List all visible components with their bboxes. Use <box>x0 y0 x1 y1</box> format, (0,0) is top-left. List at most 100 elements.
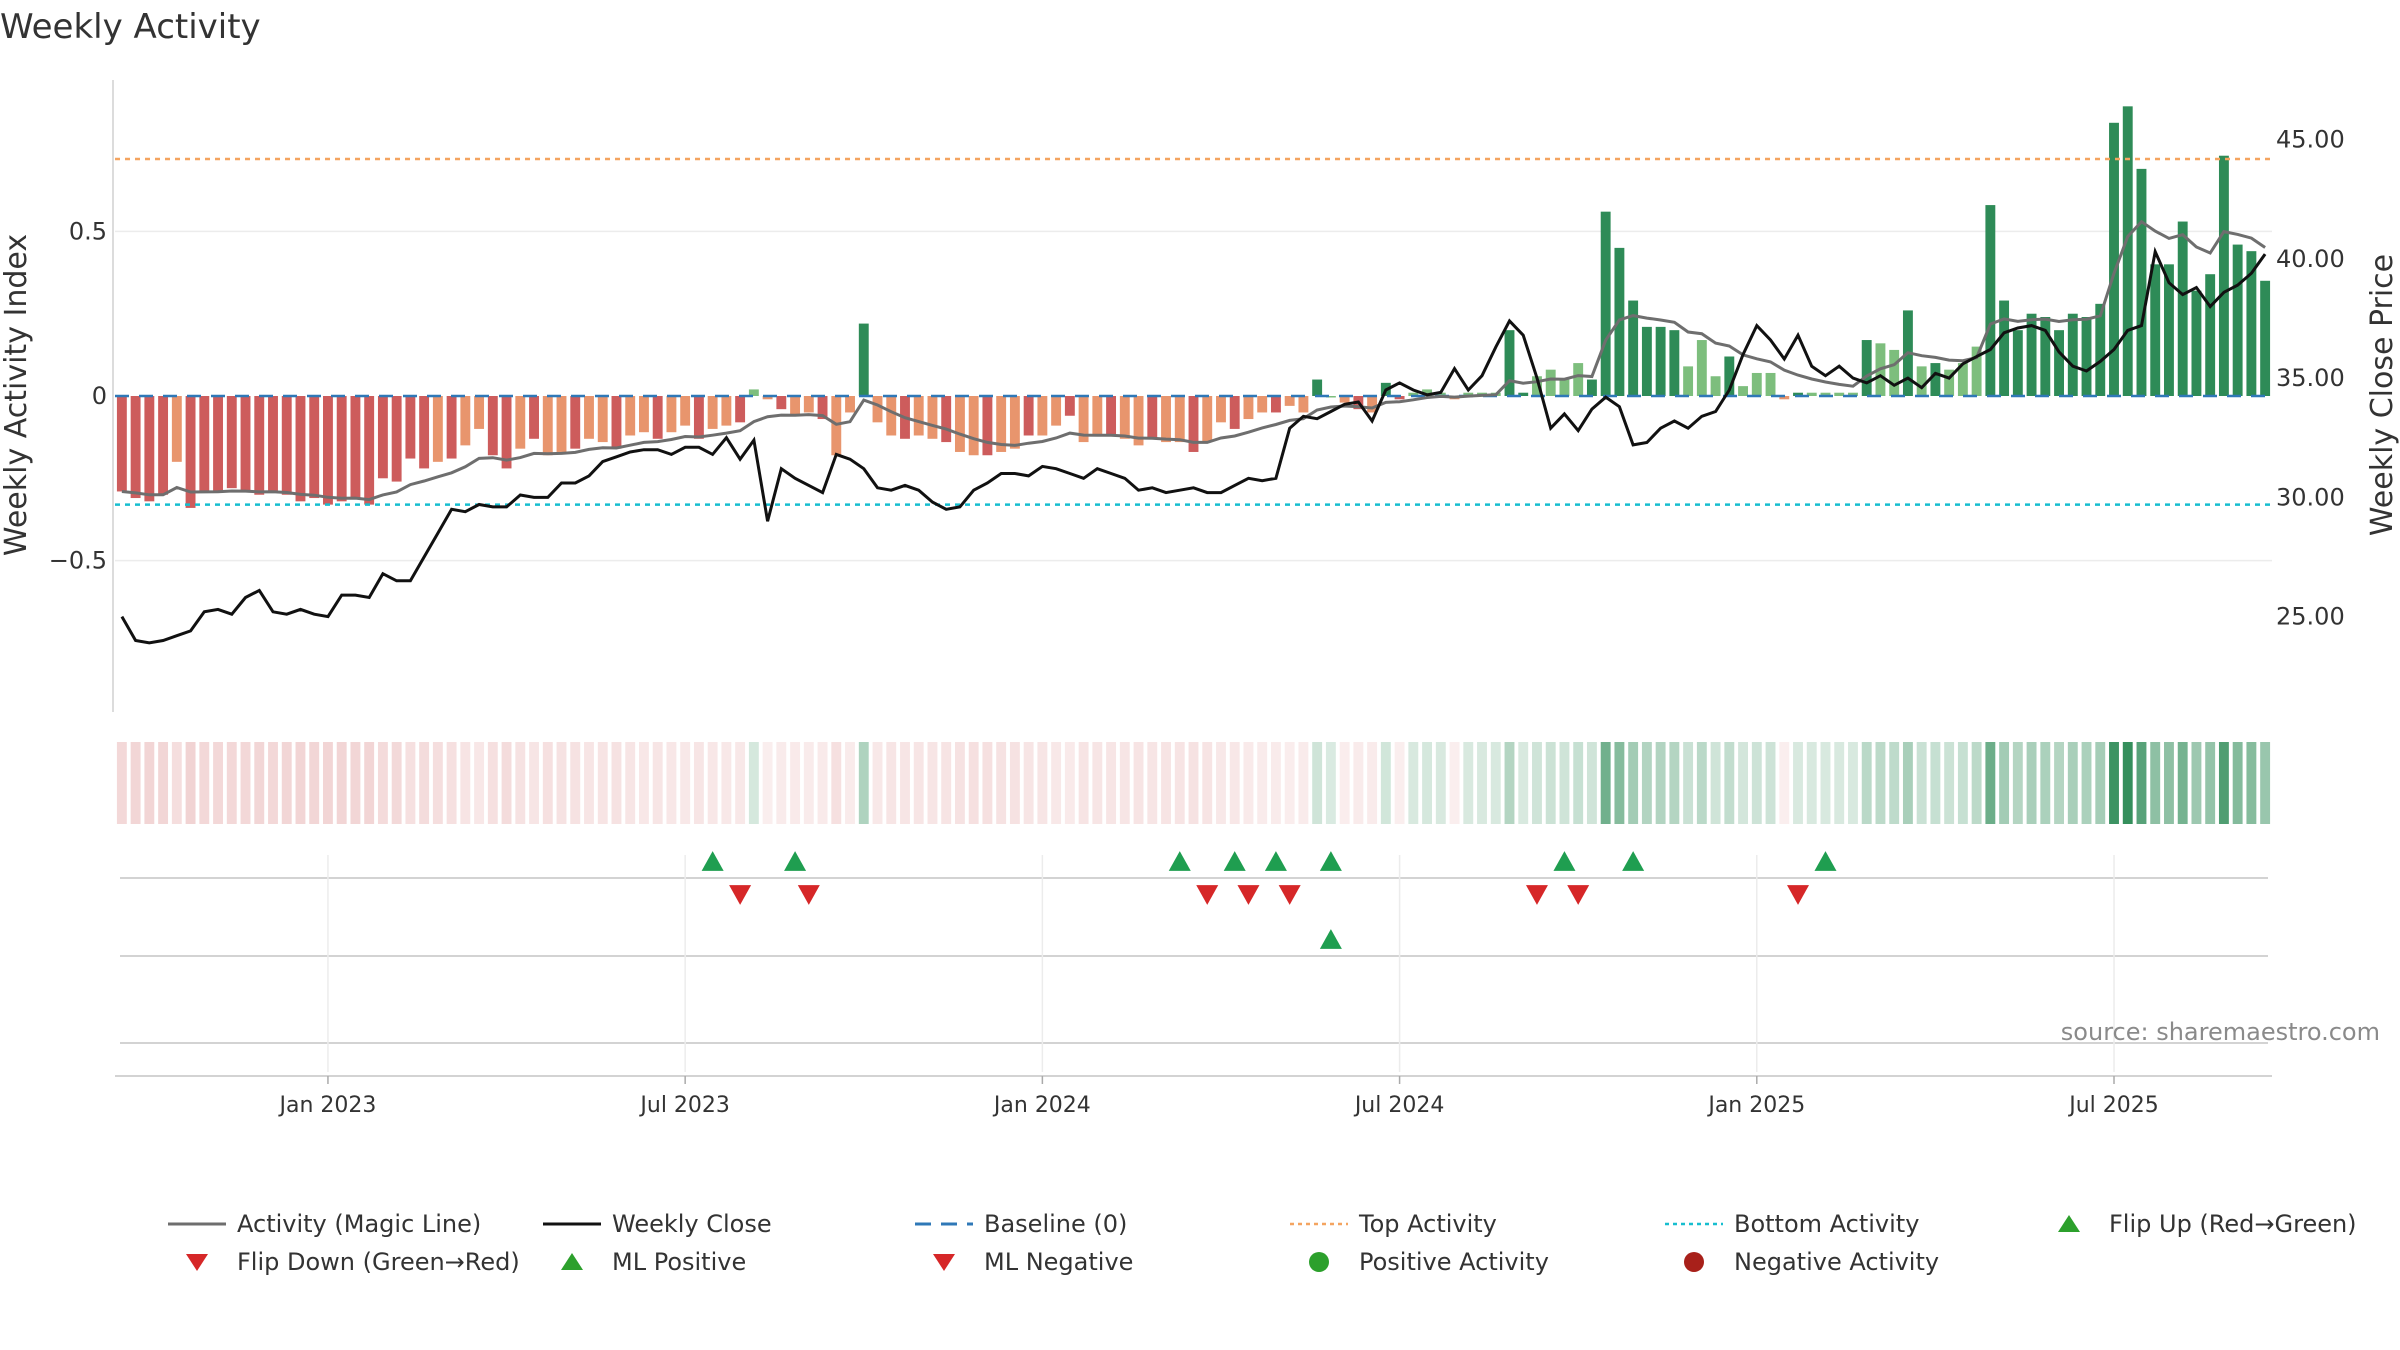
heat-cell <box>1504 742 1515 824</box>
activity-bar <box>240 396 251 492</box>
heat-cell <box>2246 742 2257 824</box>
heat-cell <box>144 742 155 824</box>
heat-cell <box>1779 742 1790 824</box>
heat-cell <box>2260 742 2271 824</box>
heat-cell <box>2191 742 2202 824</box>
activity-bar <box>515 396 526 449</box>
heat-cell <box>900 742 910 824</box>
heat-cell <box>707 742 718 824</box>
legend-swatch <box>186 1254 208 1271</box>
activity-bar <box>886 396 897 436</box>
activity-bar <box>130 396 141 499</box>
heat-cell <box>460 742 471 824</box>
weekly-close-line <box>120 246 2267 645</box>
heat-cell <box>996 742 1007 824</box>
heat-cell <box>1916 742 1927 824</box>
heat-cell <box>226 742 237 824</box>
activity-bar <box>1408 392 1419 396</box>
heat-cell <box>1559 742 1570 824</box>
activity-bar <box>2026 313 2037 396</box>
activity-bar <box>954 396 965 452</box>
heat-cell <box>1298 742 1309 824</box>
heat-cell <box>1463 742 1474 824</box>
heat-cell <box>735 742 746 824</box>
heat-cell <box>1669 742 1680 824</box>
activity-bar <box>1229 396 1240 429</box>
heat-cell <box>1490 742 1501 824</box>
activity-bar <box>2191 290 2202 396</box>
heat-cell <box>1957 742 1968 824</box>
activity-bar <box>254 396 265 495</box>
heat-cell <box>1202 742 1213 824</box>
heat-cell <box>350 742 361 824</box>
activity-bar <box>1339 396 1350 403</box>
heat-cell <box>2218 742 2229 824</box>
activity-bar <box>1119 396 1130 439</box>
activity-bar <box>2232 244 2243 396</box>
legend-label: Positive Activity <box>1359 1248 1549 1276</box>
activity-bar <box>144 396 155 502</box>
heat-cell <box>185 742 196 824</box>
activity-bar <box>913 396 924 436</box>
heat-cell <box>1848 742 1858 824</box>
flip-down-marker <box>1567 885 1590 905</box>
legend: Activity (Magic Line) Weekly Close Baselin… <box>168 1210 2357 1276</box>
heat-cell <box>199 742 210 824</box>
heat-cell <box>638 742 649 824</box>
heat-cell <box>941 742 952 824</box>
activity-bar <box>1683 366 1694 396</box>
legend-swatch <box>2058 1215 2080 1232</box>
activity-bar <box>1834 392 1845 396</box>
x-tick-label: Jan 2024 <box>992 1093 1091 1118</box>
activity-bar <box>1930 363 1941 396</box>
flip-down-marker <box>1787 885 1810 905</box>
heat-cell <box>1683 742 1694 824</box>
activity-bar <box>1765 372 1776 396</box>
activity-bar <box>2136 168 2147 396</box>
heat-cell <box>1023 742 1034 824</box>
heat-cell <box>1106 742 1117 824</box>
y2-tick-label: 25.00 <box>2276 603 2345 631</box>
heat-cell <box>927 742 938 824</box>
activity-bar <box>501 396 512 469</box>
activity-bar <box>2040 317 2051 396</box>
heat-cell <box>377 742 388 824</box>
activity-bar <box>1202 396 1213 443</box>
legend-label: Activity (Magic Line) <box>237 1210 481 1238</box>
flip-up-marker <box>1264 851 1287 871</box>
heat-cell <box>1944 742 1955 824</box>
activity-bar <box>295 396 306 502</box>
activity-bar <box>1367 396 1378 413</box>
flip-up-marker <box>1168 851 1191 871</box>
activity-bar <box>542 396 553 456</box>
legend-swatch <box>561 1253 583 1270</box>
magic-line <box>121 219 2266 502</box>
activity-bar <box>927 396 938 439</box>
heat-cell <box>845 742 855 824</box>
ml-positive-marker <box>1319 929 1342 949</box>
heat-cell <box>1325 742 1336 824</box>
x-tick-label: Jan 2023 <box>277 1093 376 1118</box>
heat-cell <box>2095 742 2106 824</box>
activity-bar <box>1999 300 2010 396</box>
y2-tick-label: 35.00 <box>2276 364 2345 392</box>
activity-bar <box>199 396 210 492</box>
heat-cell <box>1078 742 1089 824</box>
legend-item-close: Weekly Close <box>543 1210 772 1238</box>
heat-cell <box>1119 742 1130 824</box>
flip-up-marker <box>1319 851 1342 871</box>
activity-bar <box>1023 396 1034 436</box>
x-tick-label: Jul 2025 <box>2067 1093 2159 1118</box>
heat-cell <box>1009 742 1020 824</box>
heat-cell <box>501 742 512 824</box>
activity-bar <box>1738 386 1749 396</box>
activity-bar <box>1270 396 1281 413</box>
heat-cell <box>625 742 636 824</box>
heat-cell <box>2109 742 2119 824</box>
heat-cell <box>1724 742 1735 824</box>
activity-bar <box>1944 369 1955 396</box>
heat-cell <box>2026 742 2037 824</box>
heat-cell <box>1243 742 1254 824</box>
activity-bar <box>1655 326 1666 396</box>
